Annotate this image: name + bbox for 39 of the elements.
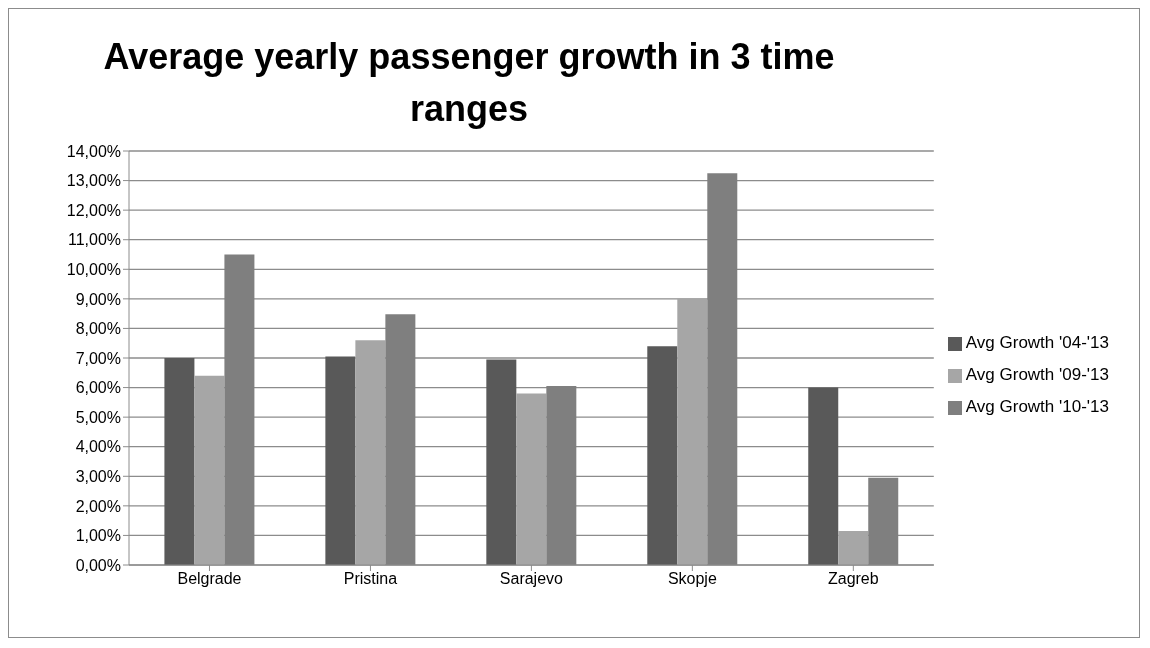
y-tick-label: 1,00% xyxy=(75,527,121,545)
x-tick-label: Zagreb xyxy=(827,570,879,588)
y-tick-label: 0,00% xyxy=(75,556,121,574)
bar xyxy=(164,358,195,565)
bar xyxy=(707,173,738,565)
legend-label: Avg Growth '10-'13 xyxy=(965,397,1109,416)
bar xyxy=(194,375,225,565)
y-tick-label: 13,00% xyxy=(66,172,121,190)
bar xyxy=(385,314,416,565)
bar xyxy=(546,386,577,565)
bar xyxy=(838,530,869,565)
y-tick-label: 4,00% xyxy=(75,438,121,456)
bar xyxy=(868,477,899,565)
bar xyxy=(355,340,386,565)
bar xyxy=(486,359,517,565)
y-tick-label: 7,00% xyxy=(75,349,121,367)
y-tick-label: 12,00% xyxy=(66,201,121,219)
x-tick-label: Skopje xyxy=(667,570,717,588)
y-tick-label: 3,00% xyxy=(75,467,121,485)
y-tick-label: 8,00% xyxy=(75,320,121,338)
y-tick-label: 11,00% xyxy=(67,231,121,249)
x-tick-label: Pristina xyxy=(343,570,398,588)
y-tick-label: 9,00% xyxy=(75,290,121,308)
legend-label: Avg Growth '09-'13 xyxy=(965,365,1109,384)
y-tick-label: 6,00% xyxy=(75,379,121,397)
y-tick-label: 10,00% xyxy=(66,260,121,278)
y-tick-label: 5,00% xyxy=(75,408,121,426)
y-tick-label: 14,00% xyxy=(66,142,121,160)
x-tick-label: Sarajevo xyxy=(499,570,564,588)
bar xyxy=(677,298,708,565)
bar xyxy=(325,356,356,565)
bar xyxy=(647,346,678,565)
y-tick-label: 2,00% xyxy=(75,497,121,515)
bar xyxy=(808,387,839,565)
bar xyxy=(516,393,547,565)
chart-title: Average yearly passenger growth in 3 time ranges xyxy=(102,35,836,131)
bar xyxy=(224,254,255,565)
x-tick-label: Belgrade xyxy=(177,570,242,588)
legend-label: Avg Growth '04-'13 xyxy=(965,333,1109,352)
